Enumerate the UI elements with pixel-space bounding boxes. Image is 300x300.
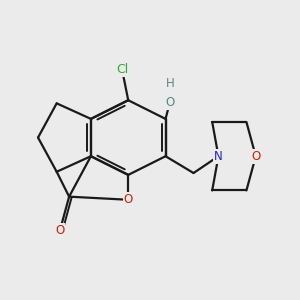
Text: O: O: [165, 96, 175, 109]
Text: O: O: [124, 193, 133, 206]
Text: N: N: [214, 150, 223, 163]
Text: H: H: [166, 77, 174, 90]
Text: Cl: Cl: [116, 63, 128, 76]
Text: O: O: [55, 224, 64, 237]
Text: O: O: [251, 150, 260, 163]
